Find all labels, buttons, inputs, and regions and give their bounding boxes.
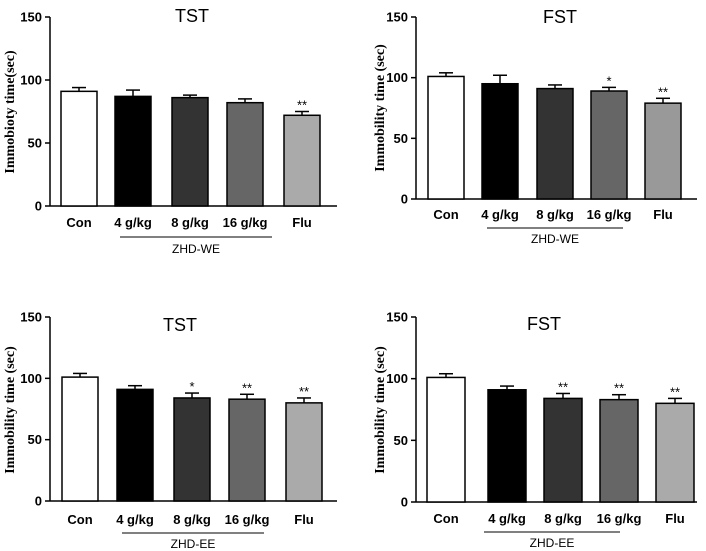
significance-marker: ** — [558, 379, 568, 394]
bar-1 — [427, 75, 465, 200]
significance-marker: * — [606, 73, 611, 88]
category-label: 8 g/kg — [173, 512, 211, 527]
category-label: Flu — [292, 215, 312, 230]
category-label: 16 g/kg — [225, 512, 270, 527]
bar-1 — [60, 90, 98, 207]
y-tick-label: 0 — [35, 199, 42, 214]
y-tick-label: 150 — [386, 310, 408, 325]
y-tick-label: 100 — [386, 70, 408, 85]
category-label: Con — [66, 215, 91, 230]
y-axis-label: Immobility time (sec) — [373, 346, 388, 474]
chart-panel-4: FST Immobility time (sec) 0 50 100 150 Con 4 g/… — [373, 310, 697, 550]
significance-marker: ** — [658, 84, 668, 99]
y-tick-label: 0 — [401, 192, 408, 207]
chart-panel-3: TST Immobility time (sec) 0 50 100 150 Con 4 g/… — [3, 310, 337, 551]
category-label: 8 g/kg — [544, 511, 582, 526]
bar-3 — [171, 96, 209, 207]
category-label: 4 g/kg — [116, 512, 154, 527]
bar-3 — [543, 397, 583, 503]
chart-title: TST — [163, 315, 197, 335]
significance-marker: ** — [614, 381, 624, 396]
group-label: ZHD-EE — [530, 536, 575, 550]
bar-5 — [285, 402, 323, 502]
category-label: 16 g/kg — [587, 207, 632, 222]
chart-title: FST — [543, 7, 577, 27]
group-label: ZHD-WE — [531, 232, 579, 246]
bar-3 — [173, 397, 211, 502]
y-tick-label: 50 — [394, 433, 408, 448]
category-label: 16 g/kg — [597, 511, 642, 526]
y-axis-label: Immobioty time(sec) — [3, 50, 18, 174]
significance-marker: ** — [670, 384, 680, 399]
bar-1 — [61, 376, 99, 502]
category-label: Flu — [653, 207, 673, 222]
category-label: 8 g/kg — [536, 207, 574, 222]
category-label: Flu — [294, 512, 314, 527]
group-label: ZHD-WE — [172, 242, 220, 256]
y-tick-label: 100 — [386, 371, 408, 386]
bar-2 — [487, 389, 527, 503]
bar-4 — [228, 398, 266, 502]
bar-2 — [481, 82, 519, 200]
y-tick-label: 150 — [20, 310, 42, 325]
category-label: Flu — [665, 511, 685, 526]
bar-2 — [116, 388, 154, 502]
bar-1 — [426, 376, 466, 503]
category-label: Con — [433, 207, 458, 222]
category-label: 8 g/kg — [171, 215, 209, 230]
category-label: Con — [67, 512, 92, 527]
y-tick-label: 100 — [20, 73, 42, 88]
y-tick-label: 50 — [28, 136, 42, 151]
y-tick-label: 150 — [386, 10, 408, 25]
group-label: ZHD-EE — [171, 537, 216, 551]
chart-title: FST — [527, 314, 561, 334]
y-axis-label: Immobility time (sec) — [373, 44, 388, 172]
chart-panel-2: FST Immobility time (sec) 0 50 100 150 Con 4 g/… — [373, 7, 697, 246]
category-label: 16 g/kg — [223, 215, 268, 230]
y-tick-label: 0 — [401, 495, 408, 510]
bar-4 — [599, 398, 639, 503]
significance-marker: ** — [299, 384, 309, 399]
y-axis-label: Immobility time (sec) — [3, 346, 18, 474]
category-label: 4 g/kg — [488, 511, 526, 526]
y-tick-label: 50 — [28, 432, 42, 447]
bar-3 — [536, 87, 574, 200]
y-tick-label: 50 — [394, 131, 408, 146]
chart-title: TST — [175, 6, 209, 26]
significance-marker: * — [189, 379, 194, 394]
bar-5 — [655, 402, 695, 503]
chart-panel-1: TST Immobioty time(sec) 0 50 100 150 Con 4 g/kg… — [3, 6, 337, 256]
y-tick-label: 100 — [20, 371, 42, 386]
y-tick-label: 0 — [35, 494, 42, 509]
category-label: 4 g/kg — [114, 215, 152, 230]
bar-2 — [114, 95, 152, 207]
bar-5 — [644, 102, 682, 200]
bar-4 — [226, 101, 264, 207]
category-label: Con — [433, 511, 458, 526]
bar-5 — [283, 114, 321, 207]
significance-marker: ** — [297, 98, 307, 113]
significance-marker: ** — [242, 380, 252, 395]
bar-4 — [590, 90, 628, 200]
y-tick-label: 150 — [20, 10, 42, 25]
category-label: 4 g/kg — [481, 207, 519, 222]
